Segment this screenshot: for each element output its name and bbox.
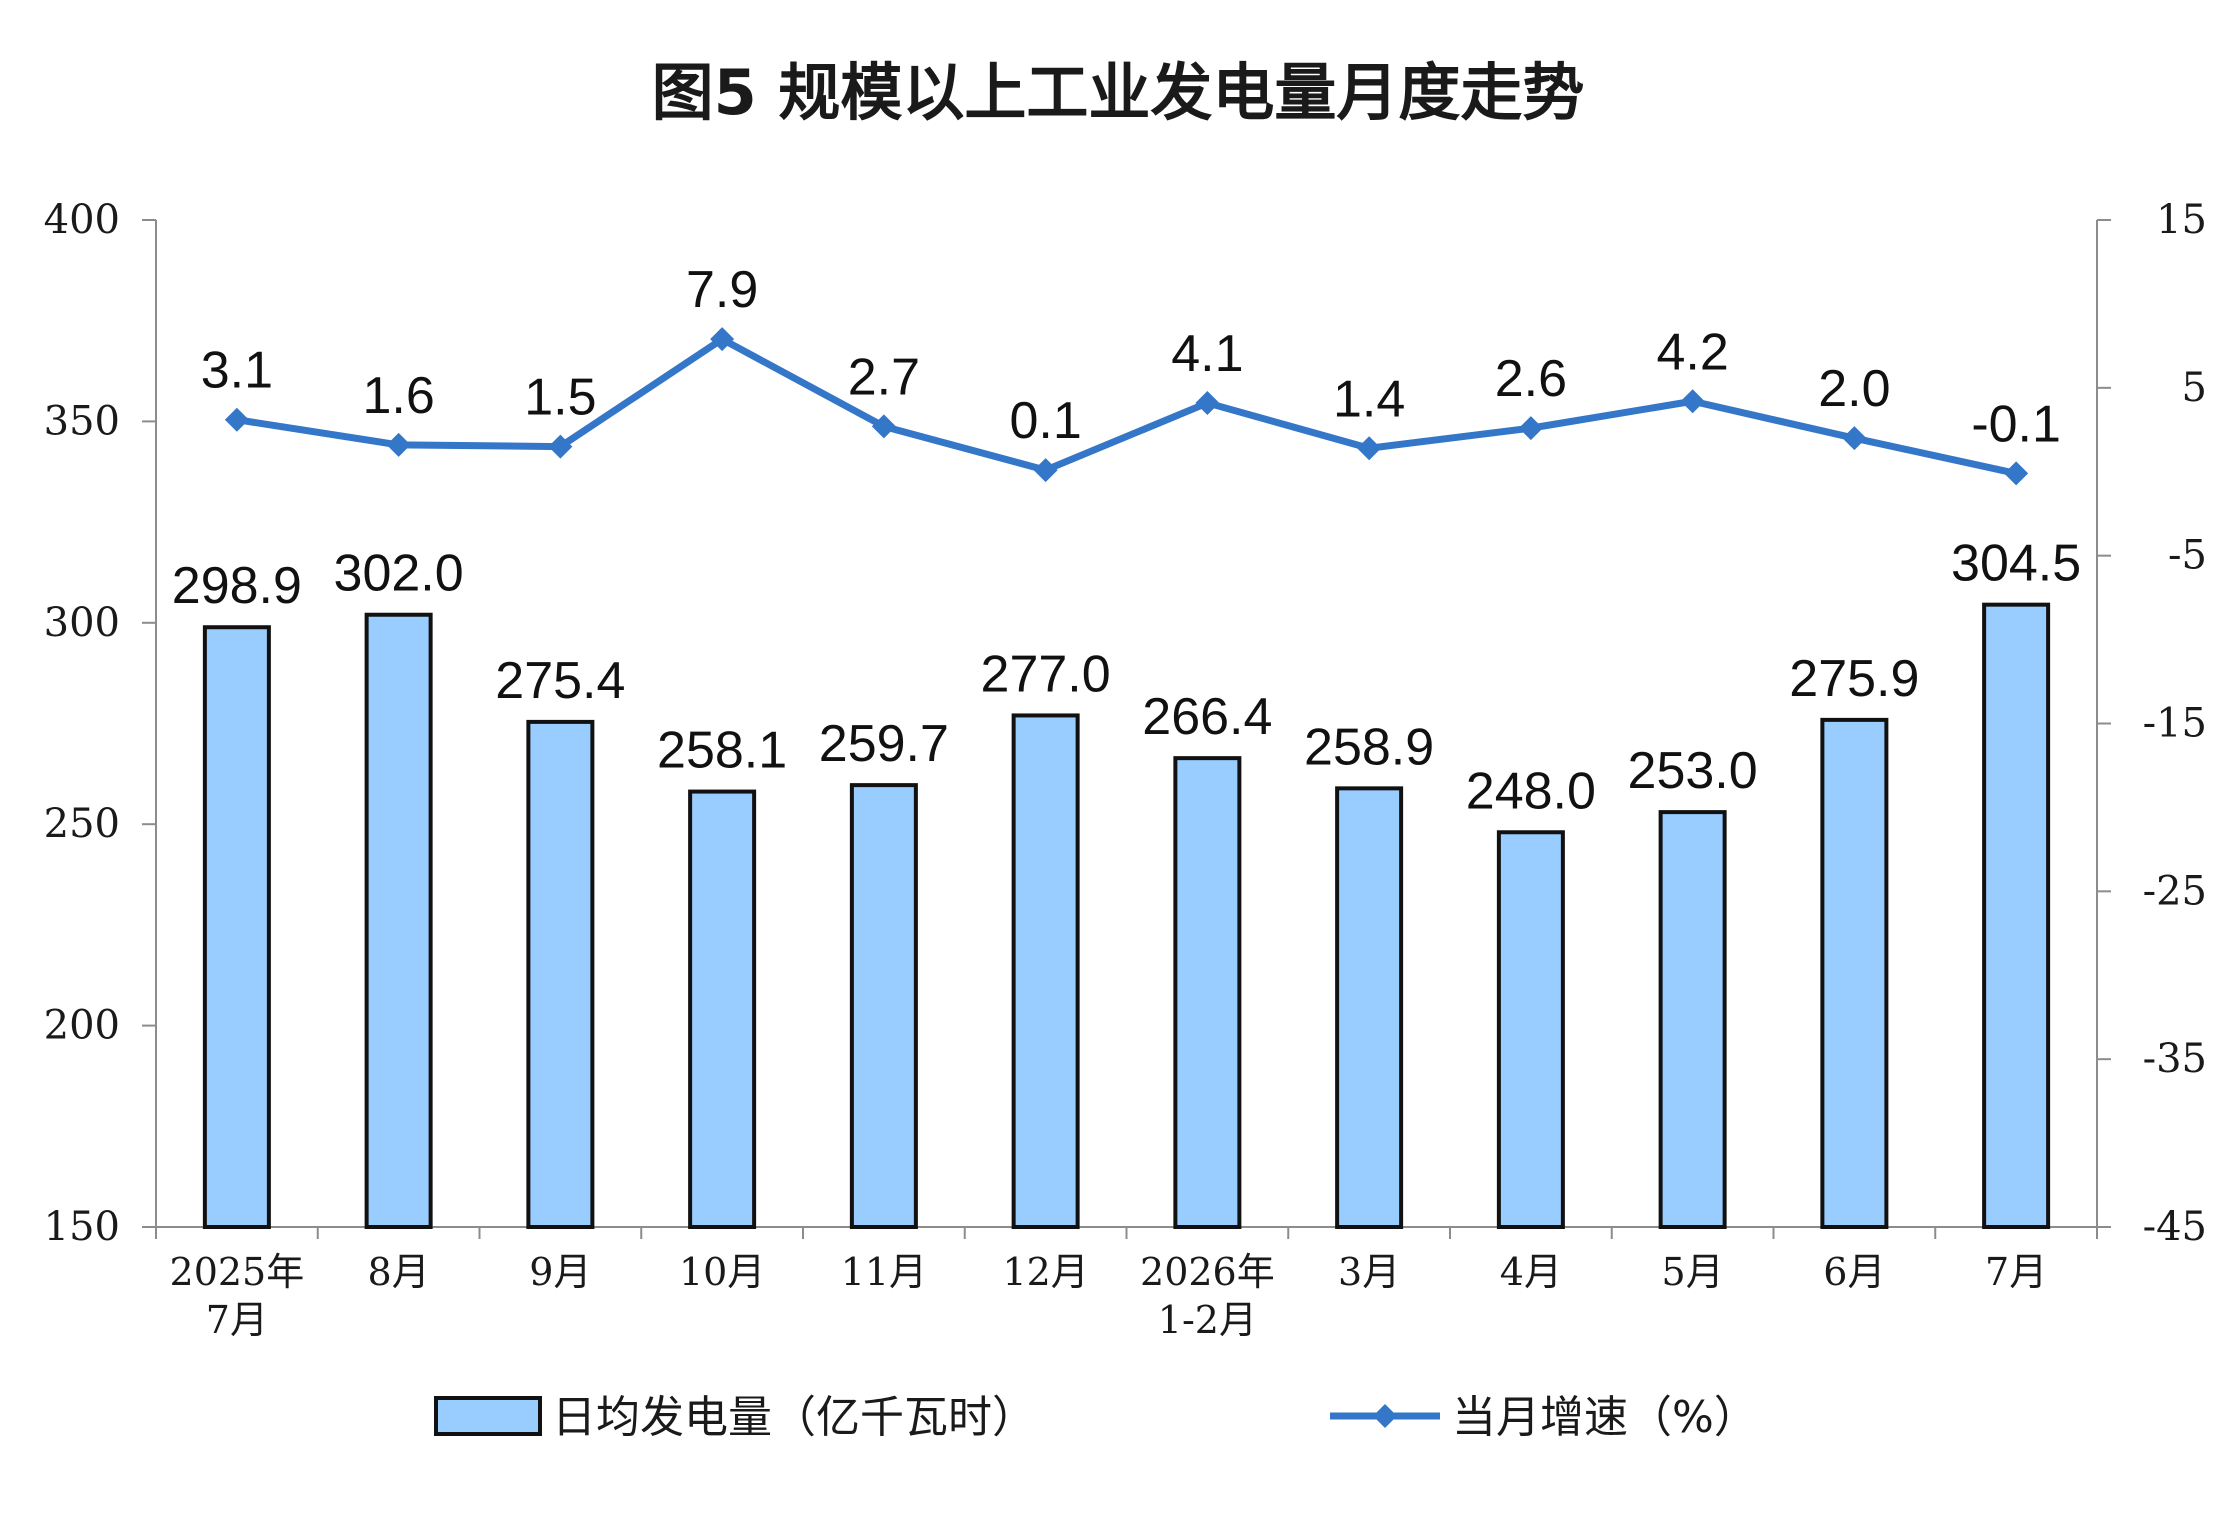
line-data-label: 2.7 [848, 348, 920, 406]
y-right-tick-label: -25 [2143, 868, 2207, 914]
bar [1658, 810, 1727, 1230]
bar-data-label: 304.5 [1951, 535, 2081, 593]
line-data-label: 1.5 [524, 369, 596, 427]
bar [1173, 756, 1242, 1229]
line-point [224, 407, 249, 432]
line-point [386, 432, 411, 457]
bar [1820, 717, 1889, 1230]
bar [202, 625, 271, 1229]
x-tick-label: 6月 [1823, 1250, 1885, 1294]
bar [1011, 713, 1080, 1229]
y-right-tick-label: 15 [2156, 197, 2207, 243]
line-data-label: 4.2 [1656, 323, 1728, 381]
bar-data-label: 258.9 [1304, 718, 1434, 776]
bar-data-label: 275.9 [1789, 650, 1919, 708]
y-right-tick-label: -5 [2168, 533, 2207, 579]
y-left-tick-label: 200 [44, 1003, 120, 1049]
y-right-tick-label: -15 [2143, 701, 2207, 747]
line-point [871, 414, 896, 439]
growth-line [236, 335, 2017, 477]
bar [526, 719, 595, 1229]
line-point [1357, 436, 1382, 461]
line-data-label: -0.1 [1971, 395, 2061, 453]
x-tick-label: 2026年 [1140, 1250, 1275, 1294]
legend-line-marker [1373, 1404, 1397, 1428]
bar-data-label: 259.7 [819, 715, 949, 773]
bar-data-label: 253.0 [1628, 742, 1758, 800]
y-left-tick-label: 350 [44, 398, 120, 444]
x-tick-label: 12月 [1002, 1250, 1088, 1294]
line-point [1680, 389, 1705, 414]
line-point [1195, 390, 1220, 415]
bar-data-label: 298.9 [172, 557, 302, 615]
y-right-tick-label: -45 [2143, 1204, 2207, 1250]
bar-data-label: 266.4 [1142, 688, 1272, 746]
x-tick-label: 7月 [1985, 1250, 2047, 1294]
line-point [710, 327, 735, 352]
x-tick-label: 2025年 [170, 1250, 305, 1294]
line-data-label: 1.4 [1333, 370, 1405, 428]
line-point [1518, 416, 1543, 441]
legend-line-label: 当月增速（%） [1452, 1392, 1758, 1443]
x-tick-label: 4月 [1500, 1250, 1562, 1294]
bar [364, 612, 433, 1229]
y-left-tick-label: 400 [44, 197, 120, 243]
bar [688, 789, 757, 1229]
line-data-label: 4.1 [1171, 325, 1243, 383]
line-point [548, 434, 573, 459]
legend-bar-swatch [434, 1396, 542, 1436]
x-tick-label: 7月 [206, 1298, 268, 1342]
line-point [1033, 458, 1058, 483]
y-right-tick-label: 5 [2182, 365, 2207, 411]
bar-data-label: 302.0 [334, 545, 464, 603]
x-tick-label: 1-2月 [1158, 1298, 1257, 1342]
legend-bar-label: 日均发电量（亿千瓦时） [552, 1392, 1036, 1443]
y-left-tick-label: 300 [44, 600, 120, 646]
x-tick-label: 10月 [679, 1250, 765, 1294]
bar-data-label: 248.0 [1466, 762, 1596, 820]
x-tick-label: 11月 [841, 1250, 927, 1294]
bar [1982, 602, 2051, 1229]
bar-data-label: 277.0 [981, 645, 1111, 703]
bar-data-label: 275.4 [495, 652, 625, 710]
bar [1335, 786, 1404, 1230]
y-right-tick-label: -35 [2143, 1036, 2207, 1082]
line-data-label: 1.6 [362, 367, 434, 425]
x-tick-label: 9月 [529, 1250, 591, 1294]
line-point [1842, 426, 1867, 451]
line-point [2004, 461, 2029, 486]
bar [849, 783, 918, 1230]
line-data-label: 2.6 [1495, 350, 1567, 408]
y-left-tick-label: 150 [44, 1204, 120, 1250]
bar [1496, 830, 1565, 1229]
x-tick-label: 5月 [1662, 1250, 1724, 1294]
line-data-label: 0.1 [1009, 392, 1081, 450]
x-tick-label: 3月 [1338, 1250, 1400, 1294]
line-data-label: 7.9 [686, 261, 758, 319]
chart-title: 图5 规模以上工业发电量月度走势 [651, 56, 1585, 129]
bar-data-label: 258.1 [657, 722, 787, 780]
line-data-label: 3.1 [201, 342, 273, 400]
line-data-label: 2.0 [1818, 360, 1890, 418]
x-tick-label: 8月 [368, 1250, 430, 1294]
y-left-tick-label: 250 [44, 801, 120, 847]
